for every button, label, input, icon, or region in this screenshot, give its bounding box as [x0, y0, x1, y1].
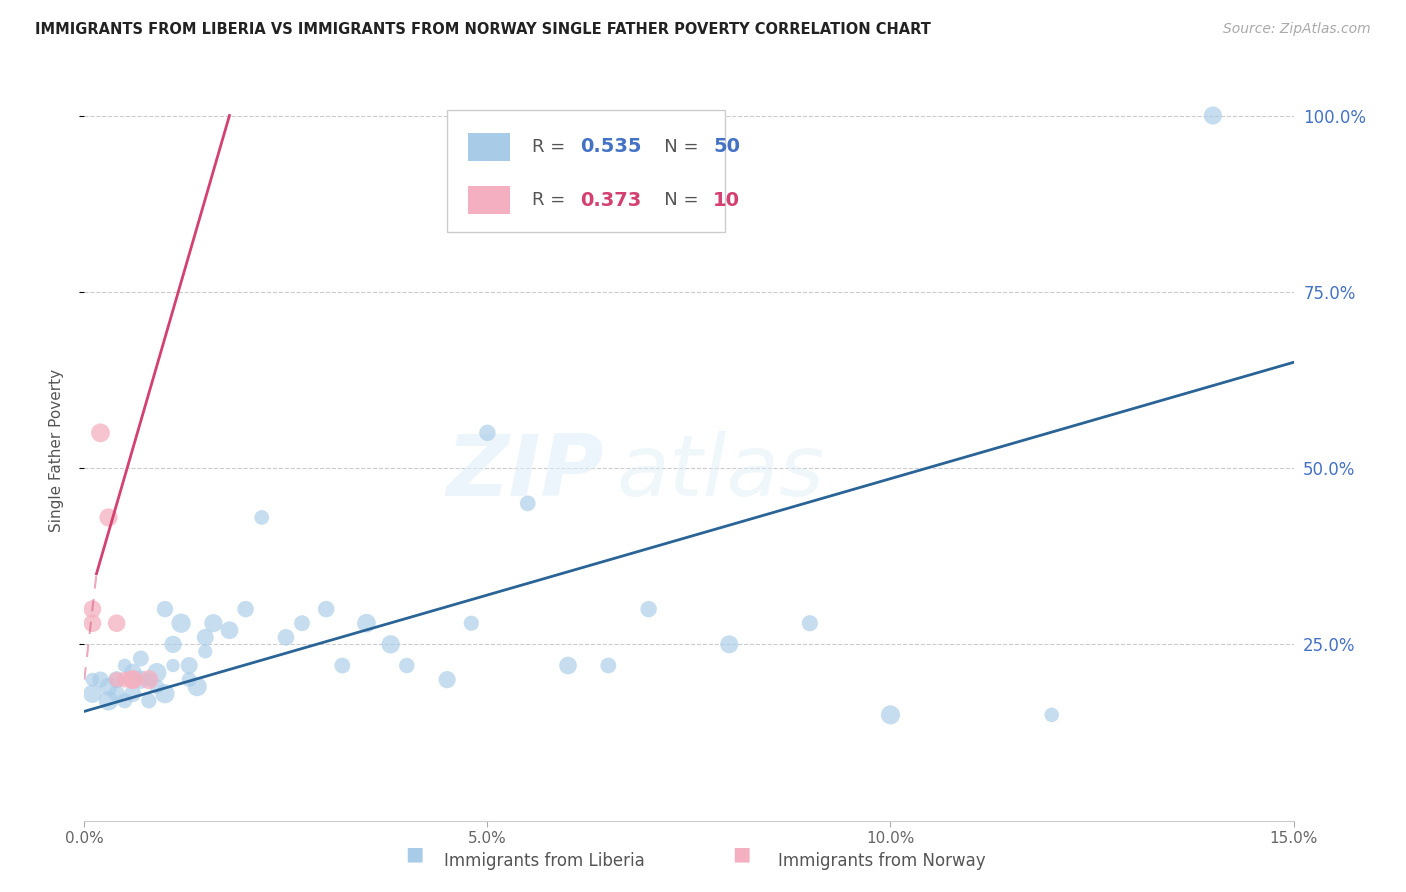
Point: [105, 616, 128, 631]
Text: ZIP: ZIP: [447, 431, 605, 514]
Point: [138, 694, 160, 708]
Point: [557, 658, 579, 673]
Point: [315, 602, 337, 616]
Point: [129, 651, 152, 665]
Point: [250, 510, 273, 524]
Point: [436, 673, 458, 687]
Point: [879, 707, 901, 722]
Point: [82, 616, 104, 631]
Point: [82, 602, 104, 616]
Text: 10: 10: [713, 191, 740, 210]
Point: [1202, 109, 1225, 123]
Point: [97, 510, 120, 524]
Point: [121, 687, 143, 701]
Point: [202, 616, 225, 631]
Point: [89, 425, 111, 440]
Text: atlas: atlas: [616, 431, 824, 514]
Text: Immigrants from Norway: Immigrants from Norway: [758, 852, 986, 870]
Point: [105, 673, 128, 687]
Point: [82, 673, 104, 687]
Text: N =: N =: [647, 191, 704, 210]
Point: [114, 673, 136, 687]
Point: [138, 673, 160, 687]
Point: [121, 665, 143, 680]
Point: [380, 637, 402, 651]
Point: [121, 673, 143, 687]
Point: [105, 673, 128, 687]
Point: [799, 616, 821, 631]
Point: [218, 624, 240, 638]
Text: Immigrants from Liberia: Immigrants from Liberia: [423, 852, 645, 870]
Text: Source: ZipAtlas.com: Source: ZipAtlas.com: [1223, 22, 1371, 37]
Point: [162, 637, 184, 651]
Point: [598, 658, 620, 673]
Point: [235, 602, 257, 616]
Point: [330, 658, 353, 673]
Point: [97, 694, 120, 708]
Point: [114, 658, 136, 673]
Point: [1040, 707, 1063, 722]
Point: [194, 644, 217, 658]
Text: N =: N =: [647, 138, 704, 156]
Point: [170, 616, 193, 631]
Text: 50: 50: [713, 137, 740, 156]
Bar: [468, 186, 510, 214]
Point: [637, 602, 659, 616]
Text: 0.373: 0.373: [581, 191, 641, 210]
Point: [718, 637, 741, 651]
Point: [138, 673, 160, 687]
Point: [97, 680, 120, 694]
Point: [179, 673, 201, 687]
Point: [89, 673, 111, 687]
Point: [105, 687, 128, 701]
Point: [146, 680, 169, 694]
Point: [186, 680, 208, 694]
Point: [274, 630, 297, 644]
Bar: [468, 133, 510, 161]
Point: [179, 658, 201, 673]
Point: [153, 602, 176, 616]
Point: [114, 694, 136, 708]
Text: 0.535: 0.535: [581, 137, 641, 156]
Point: [395, 658, 418, 673]
Text: ■: ■: [731, 845, 751, 863]
Point: [516, 496, 538, 510]
Point: [146, 665, 169, 680]
Point: [291, 616, 314, 631]
Point: [194, 630, 217, 644]
Point: [129, 673, 152, 687]
Text: R =: R =: [531, 191, 571, 210]
Point: [162, 658, 184, 673]
Point: [82, 687, 104, 701]
Y-axis label: Single Father Poverty: Single Father Poverty: [49, 369, 63, 532]
Point: [356, 616, 378, 631]
Point: [153, 687, 176, 701]
Text: IMMIGRANTS FROM LIBERIA VS IMMIGRANTS FROM NORWAY SINGLE FATHER POVERTY CORRELAT: IMMIGRANTS FROM LIBERIA VS IMMIGRANTS FR…: [35, 22, 931, 37]
Text: R =: R =: [531, 138, 571, 156]
Point: [121, 673, 143, 687]
Point: [460, 616, 482, 631]
Point: [477, 425, 499, 440]
Text: ■: ■: [405, 845, 425, 863]
FancyBboxPatch shape: [447, 110, 725, 232]
